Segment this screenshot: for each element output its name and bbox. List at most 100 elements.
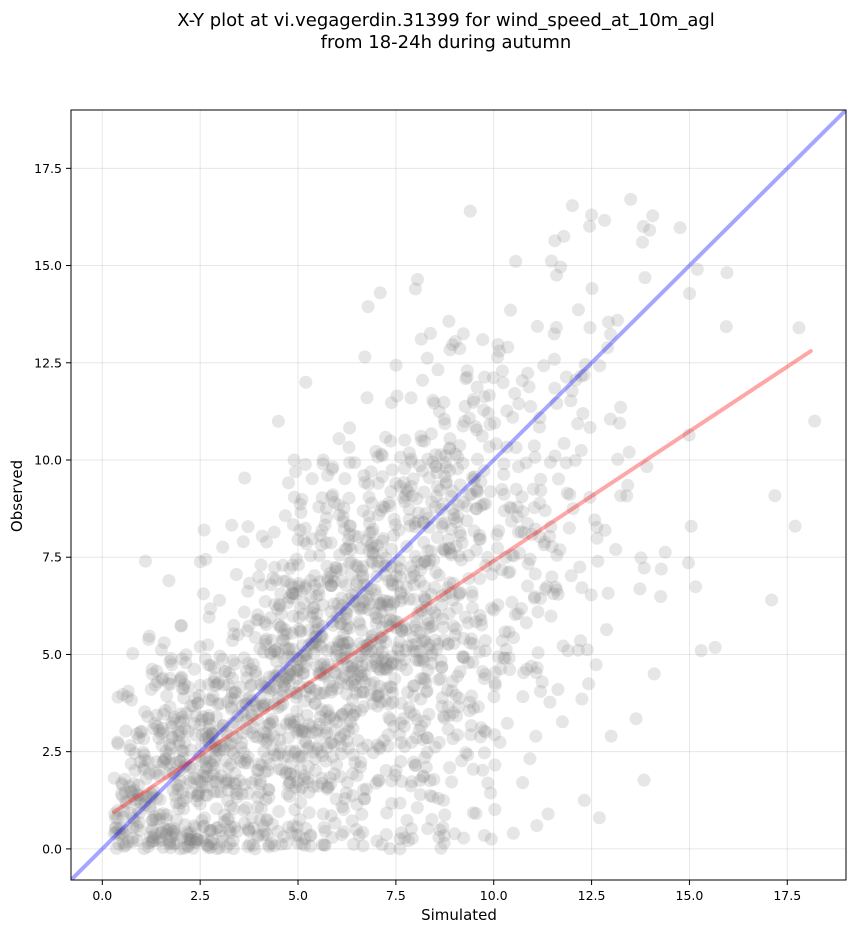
scatter-point <box>355 659 369 673</box>
scatter-point <box>202 709 216 723</box>
scatter-point <box>342 724 356 738</box>
scatter-point <box>339 605 353 619</box>
scatter-point <box>366 556 380 569</box>
scatter-point <box>345 665 359 679</box>
scatter-point <box>261 719 274 733</box>
scatter-point <box>467 524 481 538</box>
scatter-point <box>513 546 527 560</box>
scatter-point <box>202 711 216 725</box>
scatter-point <box>228 686 242 700</box>
scatter-point <box>598 523 612 537</box>
scatter-point <box>111 811 125 825</box>
scatter-point <box>277 680 291 693</box>
scatter-point <box>145 813 159 827</box>
scatter-point <box>283 713 297 727</box>
scatter-point <box>788 519 802 533</box>
x-tick-label: 17.5 <box>773 888 801 903</box>
scatter-point <box>256 699 270 713</box>
scatter-point <box>411 554 425 568</box>
scatter-point <box>174 707 188 721</box>
scatter-point <box>366 546 380 559</box>
scatter-point <box>188 835 202 849</box>
scatter-point <box>173 754 187 768</box>
scatter-point <box>448 335 462 348</box>
scatter-point <box>452 700 465 714</box>
scatter-point <box>379 662 393 676</box>
scatter-point <box>210 802 223 816</box>
scatter-point <box>150 755 164 769</box>
scatter-point <box>220 840 233 854</box>
scatter-point <box>318 721 332 735</box>
scatter-point <box>343 456 357 470</box>
scatter-point <box>474 475 488 489</box>
scatter-point <box>362 509 376 523</box>
scatter-point <box>143 830 157 844</box>
scatter-point <box>213 841 227 855</box>
scatter-point <box>201 841 215 855</box>
scatter-point <box>235 787 249 801</box>
scatter-point <box>197 766 211 779</box>
scatter-point <box>431 791 445 805</box>
scatter-point <box>108 807 122 821</box>
scatter-point <box>229 731 243 745</box>
scatter-point <box>708 640 722 654</box>
scatter-point <box>459 610 472 624</box>
scatter-point <box>165 716 178 730</box>
scatter-point <box>278 623 292 637</box>
scatter-point <box>325 735 339 749</box>
scatter-point <box>309 629 323 643</box>
scatter-point <box>394 696 408 710</box>
scatter-point <box>719 320 733 334</box>
y-tick-label: 0.0 <box>42 841 62 856</box>
scatter-point <box>432 830 446 844</box>
scatter-point <box>470 380 484 394</box>
scatter-point <box>413 563 427 577</box>
scatter-point <box>451 728 464 742</box>
scatter-point <box>314 658 328 671</box>
scatter-point <box>375 599 389 613</box>
scatter-point <box>547 352 561 366</box>
scatter-point <box>437 829 451 843</box>
scatter-point <box>419 676 433 690</box>
scatter-point <box>163 823 177 837</box>
scatter-point <box>357 685 371 699</box>
scatter-point <box>288 744 302 758</box>
scatter-point <box>647 667 661 681</box>
scatter-point <box>519 456 533 470</box>
scatter-point <box>135 724 148 738</box>
scatter-point <box>477 829 491 842</box>
scatter-point <box>190 833 204 847</box>
scatter-point <box>410 492 424 506</box>
scatter-point <box>402 446 416 460</box>
scatter-point <box>235 736 249 750</box>
scatter-point <box>326 615 340 628</box>
scatter-point <box>423 554 437 568</box>
scatter-point <box>417 590 431 604</box>
scatter-point <box>384 657 398 671</box>
scatter-point <box>286 587 300 600</box>
scatter-point <box>176 751 190 765</box>
scatter-point <box>286 587 300 601</box>
scatter-point <box>333 611 347 625</box>
scatter-point <box>543 529 557 543</box>
scatter-point <box>576 407 590 420</box>
scatter-point <box>215 835 229 849</box>
scatter-point <box>376 629 390 643</box>
scatter-point <box>384 485 398 499</box>
scatter-point <box>382 574 396 588</box>
scatter-point <box>449 688 463 702</box>
scatter-point <box>184 776 198 790</box>
scatter-point <box>294 505 308 519</box>
scatter-point <box>263 717 277 731</box>
scatter-point <box>251 608 265 622</box>
scatter-point <box>511 525 525 539</box>
scatter-point <box>419 600 433 614</box>
scatter-point <box>510 500 524 514</box>
scatter-point <box>326 679 340 693</box>
scatter-point <box>646 209 660 223</box>
scatter-point <box>421 621 435 635</box>
scatter-point <box>287 453 301 467</box>
scatter-point <box>340 601 354 615</box>
scatter-point <box>203 824 217 838</box>
scatter-point <box>479 725 493 739</box>
